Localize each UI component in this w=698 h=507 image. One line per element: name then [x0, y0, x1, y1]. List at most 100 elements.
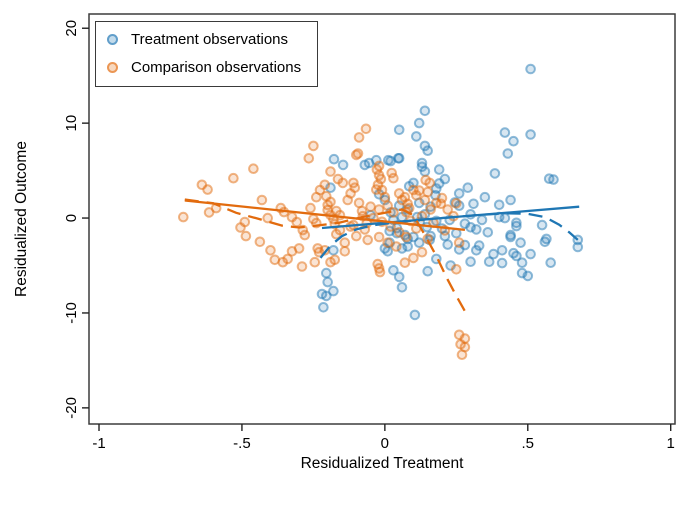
scatter-point-treatment [396, 282, 408, 293]
scatter-point-treatment [318, 302, 329, 313]
scatter-point-treatment [511, 220, 522, 232]
scatter-point-comparison [453, 237, 465, 248]
plot-frame [88, 13, 676, 425]
scatter-point-treatment [321, 267, 332, 279]
scatter-point-comparison [393, 188, 405, 199]
scatter-point-treatment [505, 231, 516, 243]
scatter-point-treatment [541, 233, 552, 245]
scatter-point-treatment [408, 177, 419, 189]
scatter-point-comparison [419, 194, 431, 206]
scatter-point-comparison [296, 261, 308, 272]
scatter-point-treatment [393, 153, 404, 164]
legend-row-treatment: Treatment observations [107, 27, 301, 52]
scatter-point-treatment [388, 265, 399, 276]
scatter-point-comparison [339, 237, 351, 248]
scatter-point-treatment [393, 124, 405, 136]
scatter-point-treatment [515, 237, 526, 248]
scatter-point-comparison [309, 256, 321, 268]
scatter-point-comparison [248, 163, 259, 174]
y-tick-label: -10 [63, 302, 80, 324]
scatter-point-comparison [339, 246, 351, 257]
scatter-point-treatment [536, 219, 548, 231]
scatter-point-comparison [291, 216, 303, 228]
scatter-point-comparison [353, 197, 365, 209]
scatter-point-treatment [419, 105, 431, 117]
scatter-point-comparison [401, 231, 412, 243]
scatter-point-comparison [351, 230, 362, 242]
scatter-point-comparison [425, 204, 436, 215]
treatment-marker-icon [107, 34, 118, 45]
scatter-point-treatment [482, 227, 494, 238]
scatter-point-treatment [393, 271, 405, 283]
scatter-point-comparison [262, 212, 274, 224]
scatter-point-comparison [240, 230, 252, 242]
scatter-point-treatment [409, 309, 421, 321]
scatter-point-comparison [393, 227, 405, 238]
scatter-point-comparison [360, 123, 372, 135]
scatter-point-treatment [483, 256, 495, 268]
scatter-point-treatment [471, 245, 482, 256]
scatter-point-treatment [525, 248, 536, 260]
scatter-point-comparison [239, 216, 251, 228]
scatter-point-comparison [379, 191, 391, 203]
scatter-point-treatment [383, 154, 394, 166]
comparison-marker-icon [107, 62, 118, 73]
x-tick-label: -1 [92, 435, 105, 452]
scatter-point-comparison [178, 211, 189, 223]
scatter-point-treatment [433, 178, 445, 189]
scatter-point-comparison [431, 197, 442, 209]
scatter-point-comparison [373, 231, 385, 243]
scatter-point-treatment [382, 246, 394, 257]
scatter-point-comparison [442, 204, 454, 215]
legend-label-treatment: Treatment observations [131, 31, 289, 48]
scatter-point-comparison [388, 172, 399, 184]
y-axis-title: Residualized Outcome [13, 141, 30, 297]
y-tick-label: 20 [63, 20, 80, 37]
scatter-point-comparison [399, 257, 411, 269]
scatter-point-treatment [545, 257, 557, 269]
scatter-point-comparison [424, 177, 436, 189]
scatter-point-treatment [496, 245, 508, 256]
scatter-point-comparison [254, 236, 266, 248]
legend: Treatment observations Comparison observ… [95, 21, 319, 87]
scatter-point-treatment [489, 168, 501, 179]
scatter-point-treatment [548, 174, 559, 185]
scatter-point-comparison [329, 254, 341, 266]
scatter-point-comparison [293, 243, 305, 254]
scatter-point-treatment [468, 198, 479, 210]
scatter-point-treatment [413, 117, 425, 129]
scatter-point-comparison [282, 253, 294, 265]
scatter-point-comparison [408, 252, 419, 264]
scatter-point-comparison [228, 172, 239, 184]
scatter-point-treatment [479, 191, 491, 203]
scatter-point-comparison [456, 349, 468, 361]
y-tick-label: 10 [63, 115, 80, 132]
scatter-point-treatment [328, 245, 339, 256]
scatter-point-treatment [525, 129, 536, 140]
fit-line-dashed [184, 198, 466, 312]
scatter-point-treatment [499, 127, 511, 138]
scatter-point-treatment [413, 237, 425, 248]
scatter-point-comparison [299, 229, 311, 241]
scatter-point-treatment [471, 224, 482, 235]
scatter-point-treatment [328, 153, 340, 165]
scatter-point-treatment [496, 257, 508, 269]
scatter-point-treatment [321, 290, 332, 302]
scatter-point-treatment [508, 135, 519, 147]
scatter-point-treatment [572, 241, 584, 253]
scatter-point-comparison [391, 241, 402, 252]
scatter-point-comparison [265, 245, 276, 256]
x-tick-label: 1 [667, 435, 675, 452]
scatter-point-treatment [363, 157, 375, 169]
scatter-point-comparison [451, 198, 462, 209]
fit-line-dashed [319, 212, 579, 259]
scatter-point-treatment [493, 199, 505, 211]
scatter-point-comparison [342, 194, 354, 206]
scatter-point-comparison [256, 194, 268, 206]
x-tick-label: 0 [381, 435, 389, 452]
scatter-point-comparison [331, 228, 342, 240]
scatter-point-treatment [511, 250, 522, 262]
y-tick-label: 0 [63, 214, 80, 222]
legend-row-comparison: Comparison observations [107, 55, 301, 80]
